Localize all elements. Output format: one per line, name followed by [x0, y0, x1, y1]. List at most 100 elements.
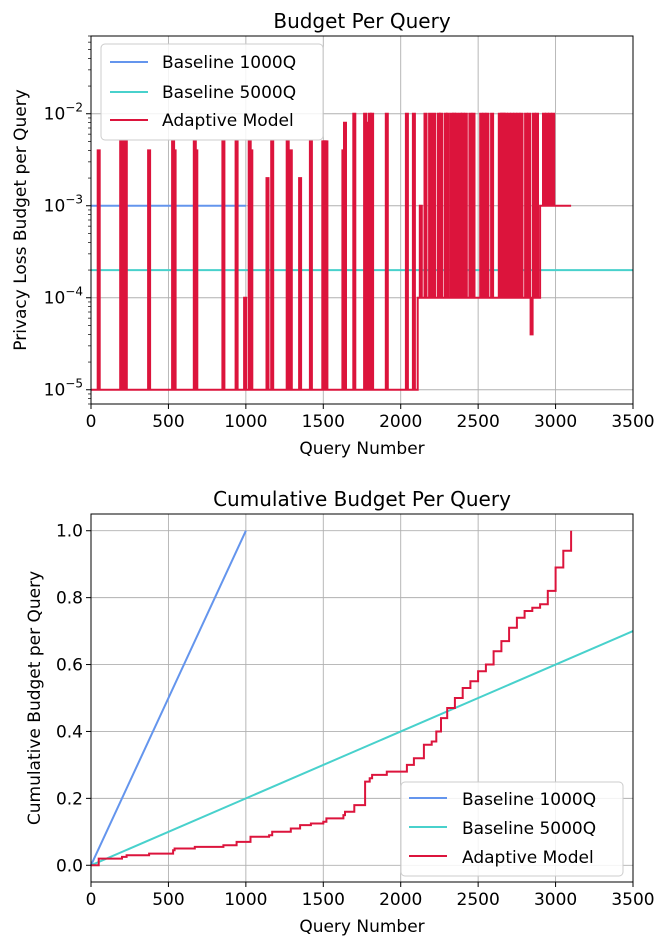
- bottom-ytick-label-3: 0.6: [56, 656, 83, 676]
- adaptive-spike-40: [445, 112, 450, 298]
- adaptive-spike-10: [234, 140, 239, 390]
- adaptive-spike-26: [363, 112, 368, 390]
- legend-label-baseline-1000q: Baseline 1000Q: [462, 790, 596, 810]
- adaptive-spike-68: [548, 112, 553, 206]
- bottom-xtick-label-1000: 1000: [224, 890, 267, 910]
- adaptive-spike-43: [454, 112, 459, 298]
- adaptive-spike-46: [463, 112, 468, 298]
- adaptive-spike-69: [551, 112, 556, 206]
- legend-label-adaptive-model: Adaptive Model: [162, 111, 294, 131]
- adaptive-spike-56: [504, 112, 508, 298]
- adaptive-spike-14: [265, 177, 270, 390]
- adaptive-spike-6: [172, 149, 177, 390]
- legend-box: [100, 43, 324, 141]
- bottom-series-adaptive-model: [91, 530, 573, 867]
- legend-label-baseline-1000q: Baseline 1000Q: [162, 53, 296, 73]
- bottom-xtick-label-500: 500: [152, 890, 184, 910]
- bottom-xtick-label-2000: 2000: [379, 890, 422, 910]
- adaptive-spike-65: [535, 112, 539, 298]
- chart-bottom-ylabel: Cumulative Budget per Query: [25, 571, 45, 825]
- adaptive-spike-48: [471, 112, 476, 298]
- adaptive-spike-62: [524, 112, 529, 298]
- adaptive-spike-34: [423, 112, 428, 298]
- legend-label-adaptive-model: Adaptive Model: [462, 848, 594, 868]
- adaptive-spike-49: [479, 112, 484, 298]
- bottom-series-baseline-1000q: [90, 530, 247, 866]
- legend-label-baseline-5000q: Baseline 5000Q: [162, 83, 296, 103]
- adaptive-spike-9: [221, 140, 226, 390]
- top-xtick-label-3000: 3000: [534, 412, 577, 432]
- bottom-xtick-label-3000: 3000: [534, 890, 577, 910]
- top-ytick-label-0: 10−5: [44, 377, 83, 401]
- bottom-ytick-label-1: 0.2: [56, 789, 83, 809]
- bottom-xtick-label-0: 0: [86, 890, 97, 910]
- adaptive-spike-60: [516, 112, 521, 298]
- chart-top: Budget Per Query 0 500 1000 1500 2000 2500 300…: [11, 9, 655, 459]
- bottom-series-baseline-5000q: [90, 630, 634, 867]
- adaptive-spike-57: [507, 112, 512, 298]
- adaptive-spike-25: [352, 112, 357, 390]
- bottom-ytick-label-5: 1.0: [56, 522, 83, 542]
- chart-top-series: [91, 112, 633, 391]
- top-ytick-label-2: 10−3: [44, 193, 83, 217]
- chart-bottom: Cumulative Budget Per Query 0 500 1000 1500…: [25, 487, 655, 937]
- bottom-xtick-label-1500: 1500: [302, 890, 345, 910]
- top-ytick-label-3: 10−2: [44, 101, 83, 125]
- top-xtick-label-500: 500: [152, 412, 184, 432]
- adaptive-spike-33: [418, 204, 423, 298]
- adaptive-spike-35: [428, 112, 433, 298]
- chart-bottom-xlabel: Query Number: [299, 917, 424, 937]
- adaptive-spike-3: [123, 140, 128, 390]
- adaptive-spike-67: [545, 112, 550, 206]
- bottom-xtick-label-2500: 2500: [457, 890, 500, 910]
- chart-top-ticks: 0 500 1000 1500 2000 2500 3000 3500 10−5 10−4 10−3…: [44, 35, 655, 432]
- adaptive-spike-50: [482, 112, 487, 298]
- top-xtick-label-0: 0: [86, 412, 97, 432]
- chart-top-legend: Baseline 1000Q Baseline 5000Q Adaptive M…: [100, 43, 324, 141]
- legend-box: [400, 781, 624, 877]
- top-xtick-label-1500: 1500: [302, 412, 345, 432]
- adaptive-dip-0: [529, 297, 534, 336]
- top-xtick-label-2000: 2000: [379, 412, 422, 432]
- legend-label-baseline-5000q: Baseline 5000Q: [462, 819, 596, 839]
- adaptive-spike-2: [120, 140, 125, 390]
- top-xtick-label-3500: 3500: [611, 412, 654, 432]
- adaptive-spike-16: [285, 140, 290, 390]
- adaptive-spike-61: [519, 112, 524, 298]
- adaptive-spike-58: [510, 112, 515, 298]
- adaptive-spike-30: [384, 112, 389, 390]
- adaptive-spike-66: [542, 112, 546, 206]
- adaptive-spike-63: [527, 112, 532, 298]
- chart-bottom-ticks: 0 500 1000 1500 2000 2500 3000 3500 0.0 0.2 0.4 0.6…: [56, 522, 655, 910]
- adaptive-spike-18: [298, 177, 303, 390]
- adaptive-spike-45: [460, 112, 465, 298]
- adaptive-spike-38: [439, 112, 443, 298]
- top-xtick-label-2500: 2500: [457, 412, 500, 432]
- chart-bottom-legend: Baseline 1000Q Baseline 5000Q Adaptive M…: [400, 781, 624, 877]
- adaptive-spike-51: [485, 112, 490, 298]
- adaptive-spike-15: [270, 140, 275, 390]
- chart-top-title: Budget Per Query: [273, 9, 450, 33]
- adaptive-spike-64: [531, 112, 536, 298]
- adaptive-spike-22: [324, 140, 329, 390]
- top-series-adaptive-model: [91, 112, 572, 391]
- adaptive-spike-32: [411, 112, 416, 390]
- chart-bottom-title: Cumulative Budget Per Query: [213, 487, 511, 511]
- bottom-xtick-label-3500: 3500: [611, 890, 654, 910]
- bottom-ytick-label-0: 0.0: [56, 856, 83, 876]
- adaptive-spike-59: [513, 112, 518, 298]
- adaptive-spike-17: [288, 149, 293, 390]
- adaptive-spike-36: [432, 112, 436, 298]
- adaptive-spike-24: [343, 121, 347, 390]
- adaptive-spike-0: [96, 149, 101, 390]
- adaptive-spike-19: [308, 140, 313, 390]
- chart-top-xlabel: Query Number: [299, 439, 424, 459]
- bottom-ytick-label-4: 0.8: [56, 589, 83, 609]
- adaptive-spike-11: [243, 296, 248, 390]
- chart-bottom-frame: [90, 513, 634, 883]
- top-xtick-label-1000: 1000: [224, 412, 267, 432]
- top-ytick-label-1: 10−4: [44, 285, 83, 309]
- bottom-ytick-label-2: 0.4: [56, 722, 83, 742]
- adaptive-spike-13: [249, 149, 254, 390]
